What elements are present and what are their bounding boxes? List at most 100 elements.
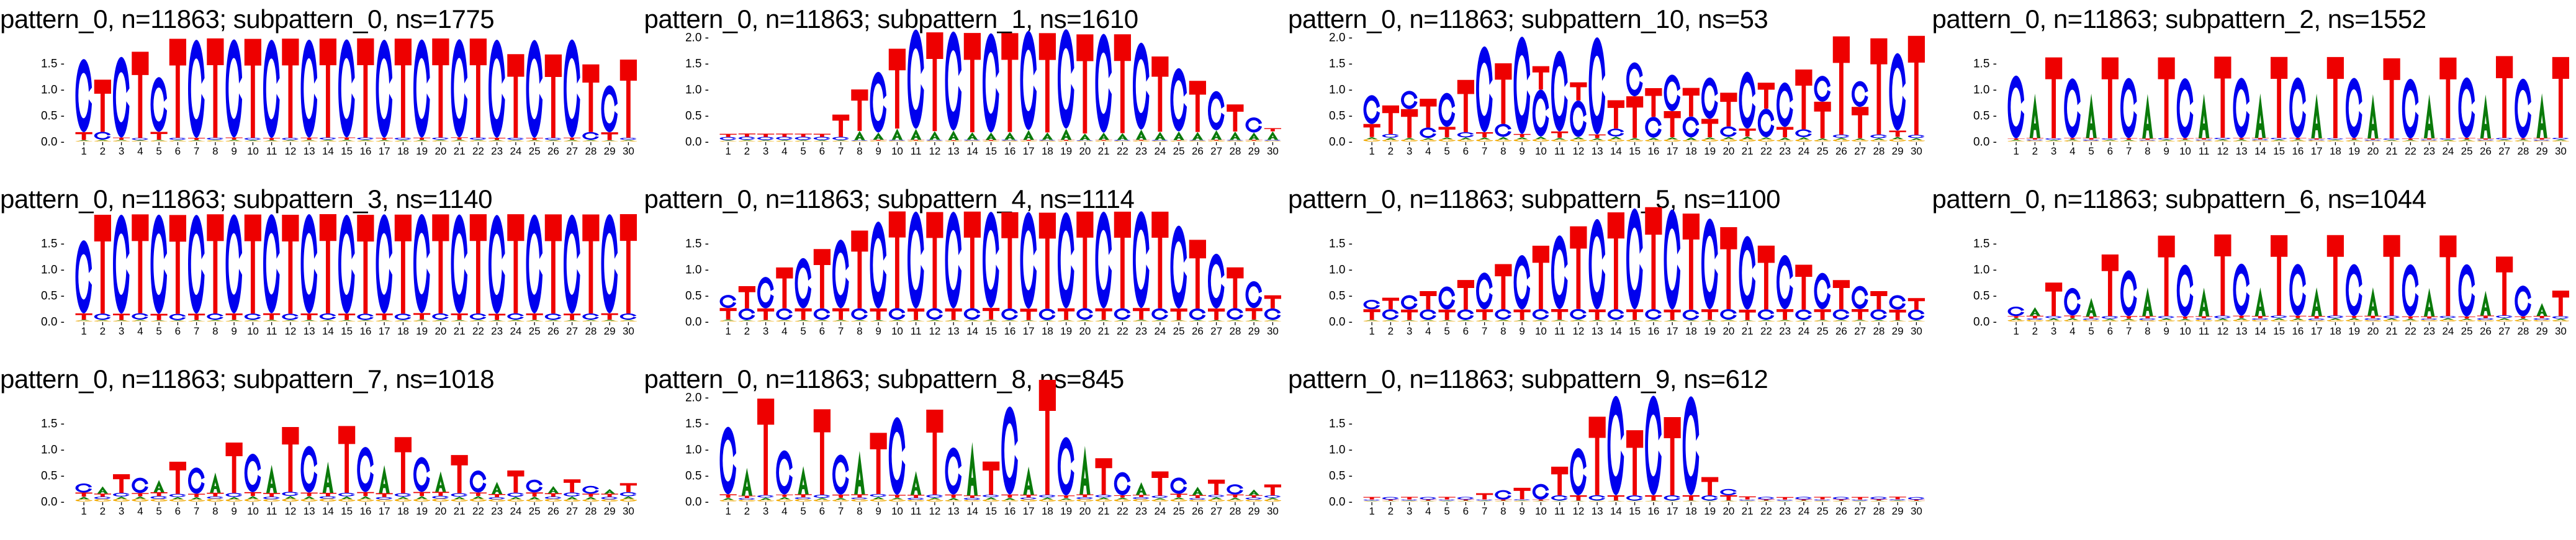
svg-text:29: 29: [2536, 325, 2547, 337]
svg-text:8: 8: [212, 145, 218, 157]
svg-text:13: 13: [2235, 145, 2247, 157]
svg-text:7: 7: [837, 505, 843, 517]
svg-text:1: 1: [81, 145, 86, 157]
svg-text:23: 23: [1779, 505, 1791, 517]
svg-text:19: 19: [416, 145, 428, 157]
svg-text:1.0 -: 1.0 -: [1329, 264, 1353, 277]
svg-text:1: 1: [725, 505, 731, 517]
svg-text:4: 4: [1425, 325, 1431, 337]
svg-text:10: 10: [1535, 145, 1547, 157]
svg-text:1.5 -: 1.5 -: [41, 418, 65, 431]
svg-text:0.0 -: 0.0 -: [1329, 316, 1353, 329]
svg-text:5: 5: [800, 325, 806, 337]
svg-text:5: 5: [1444, 145, 1449, 157]
svg-text:4: 4: [781, 505, 787, 517]
svg-text:22: 22: [1116, 505, 1128, 517]
svg-text:15: 15: [341, 145, 353, 157]
svg-text:3: 3: [1407, 325, 1412, 337]
svg-text:17: 17: [2310, 325, 2322, 337]
svg-text:12: 12: [929, 505, 940, 517]
svg-text:23: 23: [1135, 325, 1147, 337]
svg-text:7: 7: [194, 505, 199, 517]
svg-text:8: 8: [212, 505, 218, 517]
svg-text:15: 15: [985, 325, 997, 337]
svg-text:26: 26: [2479, 145, 2491, 157]
svg-text:11: 11: [266, 325, 277, 337]
svg-text:8: 8: [1500, 505, 1506, 517]
svg-text:18: 18: [397, 505, 409, 517]
svg-text:11: 11: [266, 145, 277, 157]
svg-text:30: 30: [1266, 505, 1278, 517]
svg-text:6: 6: [175, 325, 181, 337]
svg-text:22: 22: [472, 145, 484, 157]
svg-text:25: 25: [1173, 145, 1184, 157]
svg-text:22: 22: [2404, 145, 2416, 157]
svg-text:29: 29: [1892, 325, 1904, 337]
svg-text:2: 2: [1388, 145, 1394, 157]
svg-text:16: 16: [359, 505, 371, 517]
svg-text:11: 11: [2198, 325, 2209, 337]
svg-text:28: 28: [1873, 145, 1885, 157]
svg-text:14: 14: [2254, 325, 2266, 337]
svg-text:11: 11: [1554, 145, 1565, 157]
svg-text:27: 27: [566, 505, 578, 517]
svg-text:16: 16: [1004, 145, 1016, 157]
svg-text:11: 11: [266, 505, 277, 517]
svg-text:15: 15: [2273, 145, 2285, 157]
svg-text:0.0 -: 0.0 -: [41, 316, 65, 329]
svg-text:16: 16: [1647, 145, 1659, 157]
svg-text:23: 23: [1779, 325, 1791, 337]
svg-text:13: 13: [304, 145, 315, 157]
svg-text:22: 22: [1116, 325, 1128, 337]
svg-text:25: 25: [1817, 505, 1829, 517]
svg-text:30: 30: [623, 325, 634, 337]
svg-text:10: 10: [891, 325, 903, 337]
svg-text:22: 22: [1116, 145, 1128, 157]
svg-text:0.5 -: 0.5 -: [41, 290, 65, 303]
svg-text:5: 5: [1444, 325, 1449, 337]
svg-text:3: 3: [762, 145, 768, 157]
svg-text:26: 26: [2479, 325, 2491, 337]
svg-text:1: 1: [1369, 505, 1374, 517]
svg-text:21: 21: [1097, 145, 1109, 157]
svg-text:17: 17: [1022, 505, 1034, 517]
svg-text:0.0 -: 0.0 -: [1973, 316, 1996, 329]
svg-text:12: 12: [2217, 145, 2228, 157]
svg-text:6: 6: [175, 145, 181, 157]
svg-text:9: 9: [2163, 145, 2169, 157]
svg-text:9: 9: [231, 505, 236, 517]
svg-text:11: 11: [910, 505, 921, 517]
svg-text:17: 17: [1022, 325, 1034, 337]
svg-text:3: 3: [119, 325, 124, 337]
svg-text:13: 13: [304, 505, 315, 517]
svg-text:25: 25: [2461, 145, 2472, 157]
svg-text:30: 30: [623, 505, 634, 517]
svg-text:14: 14: [966, 145, 978, 157]
svg-text:25: 25: [2461, 325, 2472, 337]
svg-text:9: 9: [1519, 145, 1524, 157]
svg-text:16: 16: [1004, 505, 1016, 517]
svg-text:19: 19: [416, 325, 428, 337]
svg-text:14: 14: [1610, 505, 1622, 517]
svg-text:0.0 -: 0.0 -: [1973, 136, 1996, 149]
svg-text:0.5 -: 0.5 -: [1973, 290, 1996, 303]
svg-text:18: 18: [1041, 505, 1053, 517]
svg-text:11: 11: [1554, 325, 1565, 337]
svg-text:21: 21: [454, 325, 466, 337]
svg-text:0.5 -: 0.5 -: [1329, 110, 1353, 123]
svg-text:26: 26: [547, 505, 559, 517]
svg-text:1.0 -: 1.0 -: [1329, 84, 1353, 97]
svg-text:20: 20: [1079, 325, 1091, 337]
svg-text:15: 15: [341, 325, 353, 337]
svg-text:0.0 -: 0.0 -: [685, 316, 708, 329]
svg-text:1.5 -: 1.5 -: [685, 58, 708, 71]
svg-text:24: 24: [510, 505, 521, 517]
svg-text:5: 5: [156, 325, 161, 337]
svg-text:5: 5: [2088, 145, 2094, 157]
svg-text:10: 10: [247, 505, 259, 517]
svg-text:12: 12: [284, 505, 296, 517]
svg-text:23: 23: [491, 325, 503, 337]
svg-text:25: 25: [1817, 145, 1829, 157]
svg-text:1.5 -: 1.5 -: [1329, 238, 1353, 251]
svg-text:24: 24: [1154, 505, 1166, 517]
